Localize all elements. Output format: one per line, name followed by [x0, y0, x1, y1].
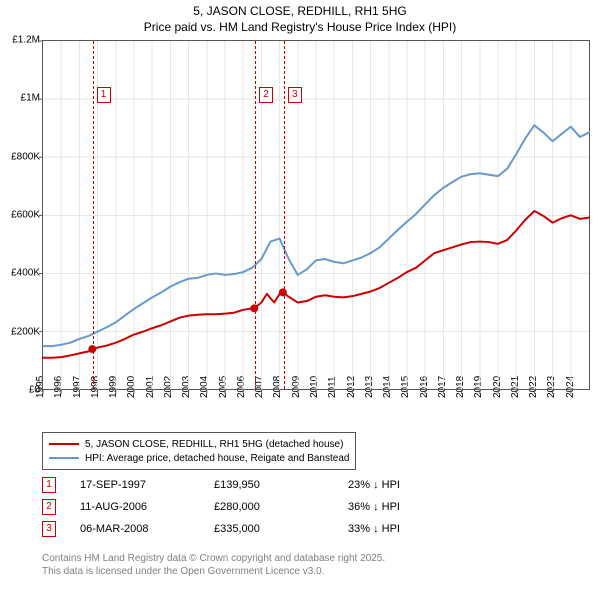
event-marker-line: [93, 41, 94, 389]
event-price: £335,000: [214, 523, 324, 535]
legend-label: 5, JASON CLOSE, REDHILL, RH1 5HG (detach…: [85, 439, 343, 450]
y-axis-label: £200K: [11, 326, 40, 337]
events-table: 1 17-SEP-1997 £139,950 23% ↓ HPI 2 11-AUG-200…: [42, 474, 400, 540]
event-date: 11-AUG-2006: [80, 501, 190, 513]
chart-plot-area: 1 23: [42, 40, 590, 390]
event-price: £280,000: [214, 501, 324, 513]
legend-swatch: [49, 457, 79, 459]
event-row: 1 17-SEP-1997 £139,950 23% ↓ HPI: [42, 474, 400, 496]
y-axis-label: £800K: [11, 151, 40, 162]
y-axis-label: £1M: [21, 93, 40, 104]
event-row-box: 2: [42, 499, 56, 515]
event-date: 06-MAR-2008: [80, 523, 190, 535]
event-date: 17-SEP-1997: [80, 479, 190, 491]
event-diff: 36% ↓ HPI: [348, 501, 400, 513]
chart-container: 5, JASON CLOSE, REDHILL, RH1 5HG Price p…: [0, 0, 600, 590]
footer-line-1: Contains HM Land Registry data © Crown c…: [42, 552, 385, 565]
footer: Contains HM Land Registry data © Crown c…: [42, 552, 385, 578]
event-row: 2 11-AUG-2006 £280,000 36% ↓ HPI: [42, 496, 400, 518]
chart-subtitle: Price paid vs. HM Land Registry's House …: [0, 20, 600, 34]
event-diff: 33% ↓ HPI: [348, 523, 400, 535]
y-axis-label: £600K: [11, 210, 40, 221]
legend-label: HPI: Average price, detached house, Reig…: [85, 453, 349, 464]
footer-line-2: This data is licensed under the Open Gov…: [42, 565, 385, 578]
event-row-box: 1: [42, 477, 56, 493]
legend: 5, JASON CLOSE, REDHILL, RH1 5HG (detach…: [42, 432, 356, 470]
legend-swatch: [49, 443, 79, 445]
chart-title: 5, JASON CLOSE, REDHILL, RH1 5HG: [0, 4, 600, 18]
event-marker-line: [284, 41, 285, 389]
event-row: 3 06-MAR-2008 £335,000 33% ↓ HPI: [42, 518, 400, 540]
y-axis-label: £1.2M: [12, 35, 40, 46]
event-marker-box: 1: [97, 87, 111, 103]
chart-svg: [43, 41, 589, 390]
y-axis-label: £400K: [11, 268, 40, 279]
legend-item: HPI: Average price, detached house, Reig…: [49, 451, 349, 465]
event-price: £139,950: [214, 479, 324, 491]
legend-item: 5, JASON CLOSE, REDHILL, RH1 5HG (detach…: [49, 437, 349, 451]
event-marker-box: 2: [259, 87, 273, 103]
event-diff: 23% ↓ HPI: [348, 479, 400, 491]
event-marker-box: 3: [288, 87, 302, 103]
event-marker-line: [255, 41, 256, 389]
event-row-box: 3: [42, 521, 56, 537]
